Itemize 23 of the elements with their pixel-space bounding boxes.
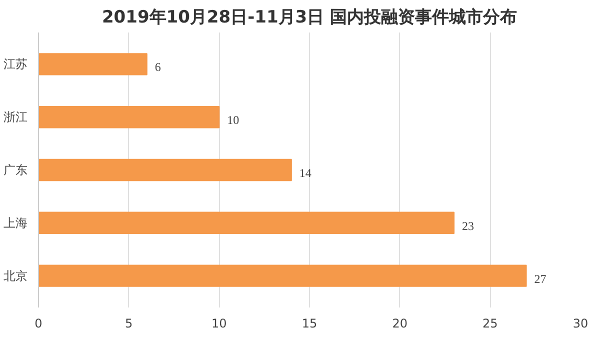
x-tick-label: 10	[212, 316, 227, 330]
bar	[38, 158, 292, 182]
bar	[38, 53, 148, 76]
x-tick-label: 0	[34, 316, 42, 330]
bar	[38, 264, 527, 287]
y-tick-label: 浙江	[4, 110, 28, 124]
x-tick-label: 20	[392, 316, 408, 330]
data-label: 27	[534, 272, 546, 286]
bar	[38, 212, 455, 234]
data-label: 6	[154, 60, 161, 74]
chart-title: 2019年10月28日-11月3日 国内投融资事件城市分布	[102, 8, 518, 28]
x-tick-label: 30	[572, 316, 588, 330]
data-label: 23	[462, 218, 474, 233]
y-tick-label: 广东	[4, 163, 28, 177]
data-label: 10	[227, 113, 240, 128]
bar	[38, 106, 220, 128]
data-label: 14	[299, 166, 312, 180]
x-tick-label: 15	[302, 316, 318, 330]
y-tick-label: 北京	[4, 268, 28, 283]
y-tick-label: 江苏	[4, 57, 28, 72]
x-tick-label: 5	[125, 316, 133, 330]
y-tick-label: 上海	[4, 216, 28, 230]
x-tick-label: 25	[482, 316, 498, 330]
